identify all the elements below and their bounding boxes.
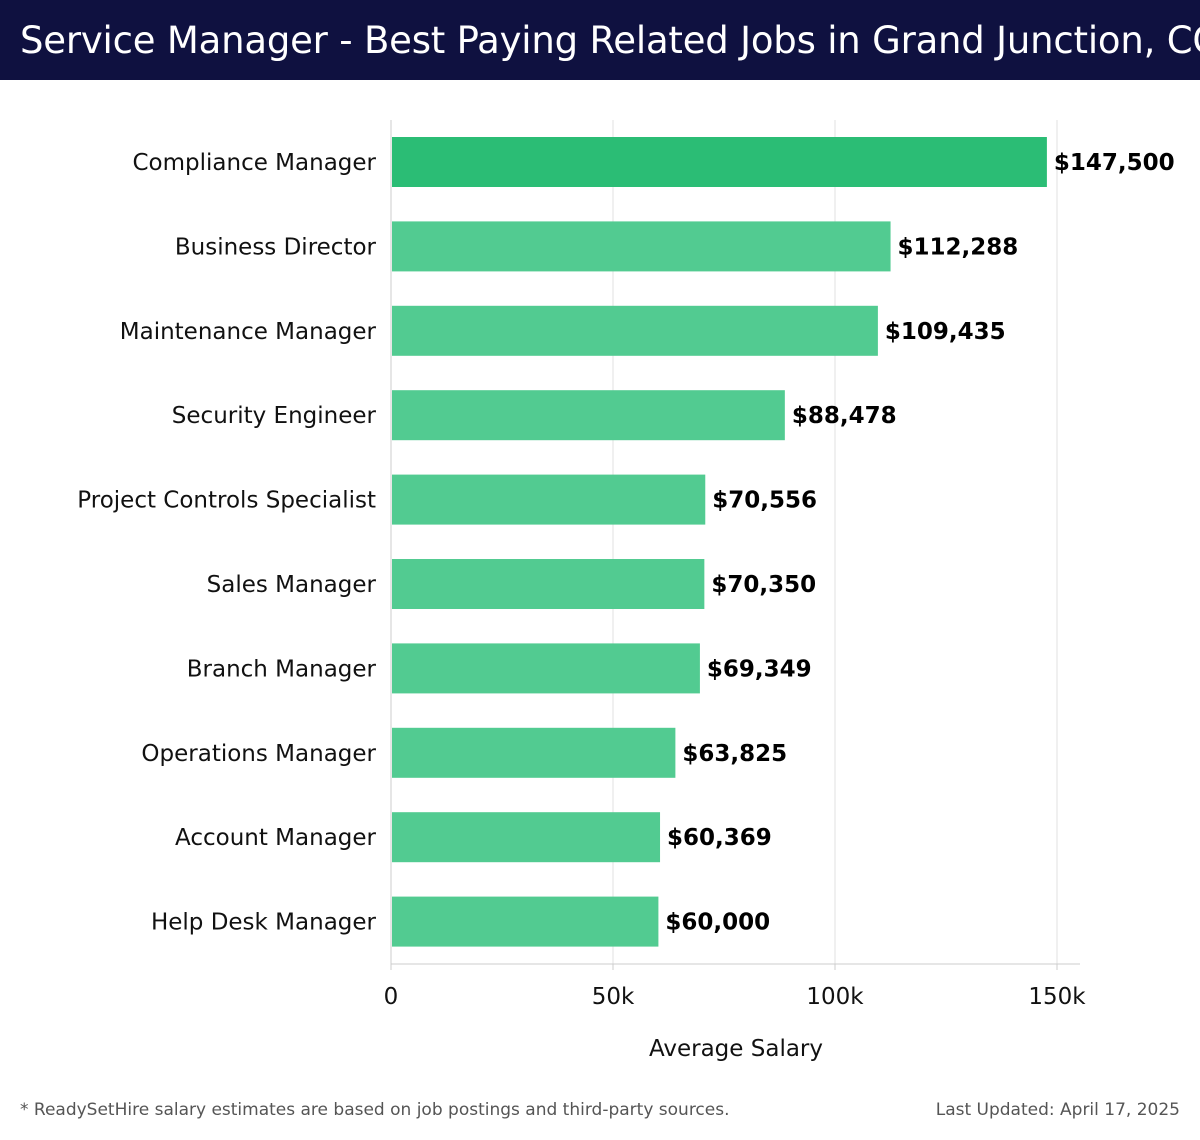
chart-title: Service Manager - Best Paying Related Jo… [20, 18, 1200, 62]
value-label: $60,369 [667, 825, 772, 851]
bar [392, 559, 705, 609]
value-label: $147,500 [1054, 150, 1175, 176]
last-updated: Last Updated: April 17, 2025 [935, 1100, 1180, 1120]
x-tick-label: 0 [384, 984, 399, 1010]
chart-title-bar: Service Manager - Best Paying Related Jo… [0, 0, 1200, 80]
value-label: $70,556 [712, 488, 817, 514]
category-label: Project Controls Specialist [77, 488, 376, 514]
value-label: $88,478 [792, 403, 897, 429]
bar [392, 896, 659, 947]
bar [392, 474, 706, 525]
category-label: Security Engineer [172, 403, 377, 429]
category-label: Compliance Manager [132, 150, 376, 176]
category-label: Operations Manager [141, 741, 376, 767]
category-label: Account Manager [175, 825, 377, 851]
x-tick-label: 100k [806, 984, 864, 1010]
bar [392, 643, 700, 694]
footnote: * ReadySetHire salary estimates are base… [20, 1100, 730, 1120]
category-label: Maintenance Manager [120, 319, 377, 345]
value-label: $60,000 [665, 910, 770, 936]
value-label: $69,349 [707, 656, 812, 682]
x-axis-title: Average Salary [649, 1036, 823, 1062]
bar [392, 305, 878, 356]
category-label: Help Desk Manager [151, 910, 377, 936]
category-label: Business Director [175, 234, 377, 260]
category-label: Branch Manager [187, 656, 377, 682]
value-label: $63,825 [682, 741, 787, 767]
bar [392, 221, 891, 272]
bar [392, 727, 676, 778]
bar [392, 390, 785, 441]
category-label: Sales Manager [207, 572, 377, 598]
value-label: $109,435 [885, 319, 1006, 345]
bar [392, 812, 661, 863]
x-tick-label: 50k [592, 984, 635, 1010]
x-tick-label: 150k [1028, 984, 1086, 1010]
value-label: $112,288 [898, 234, 1019, 260]
bar [392, 137, 1047, 187]
value-label: $70,350 [711, 572, 816, 598]
bar-chart: 0 50k 100k 150k Compliance Manager $147,500 Bu… [77, 120, 1175, 1062]
